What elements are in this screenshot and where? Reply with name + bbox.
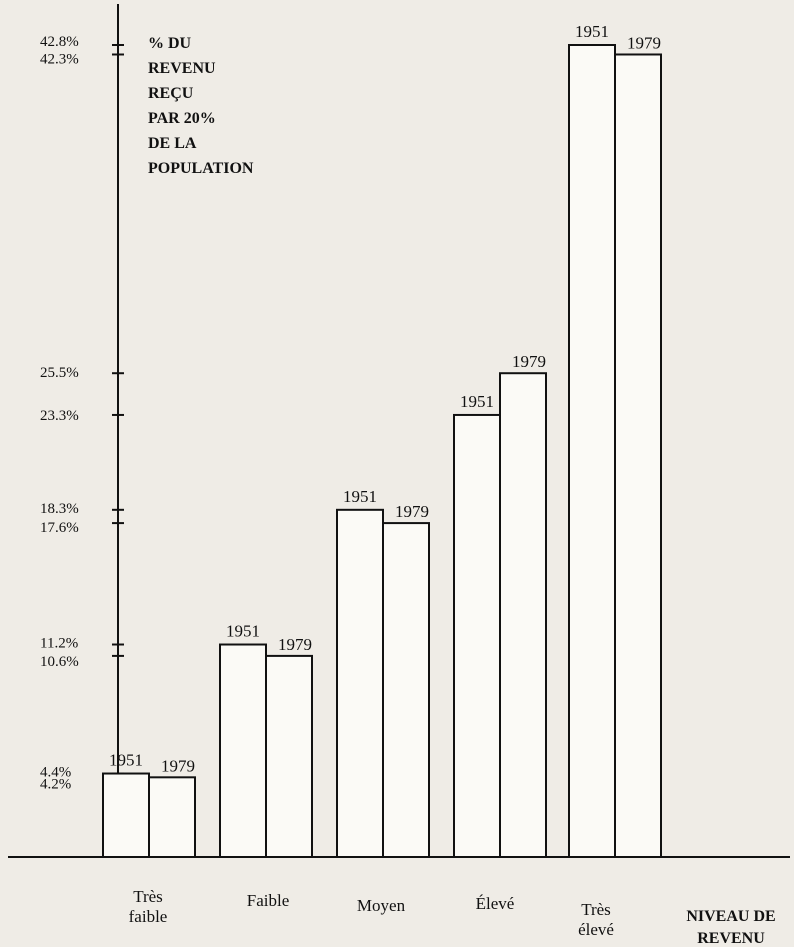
y-tick-label: 42.3%	[40, 51, 79, 67]
bar-year-labels: 1951 1951 1951 1951 1951 1979 1979 1979 1979 1979	[109, 22, 661, 775]
y-tick-label: 25.5%	[40, 365, 79, 381]
y-tick-label: 18.3%	[40, 501, 79, 517]
x-category-label-line: élevé	[578, 920, 614, 939]
x-category-label: Très faible	[129, 887, 168, 926]
y-axis-title-line: POPULATION	[148, 160, 254, 177]
bar-year-label: 1979	[395, 502, 429, 521]
y-tick-label: 42.8%	[40, 34, 79, 50]
x-category-label: Élevé	[476, 894, 515, 913]
y-tick-label: 17.6%	[40, 520, 79, 536]
y-axis-title-line: REÇU	[148, 85, 194, 102]
bar	[453, 413, 501, 858]
bar-year-label: 1951	[460, 392, 494, 411]
y-tick-label: 23.3%	[40, 408, 79, 424]
x-category-label: Moyen	[357, 896, 406, 915]
y-tick-label: 10.6%	[40, 654, 79, 670]
y-axis-title-line: DE LA	[148, 135, 197, 152]
x-axis-title-line: REVENU	[697, 930, 765, 947]
bar	[382, 522, 430, 858]
bar-year-label: 1979	[512, 352, 546, 371]
bar-year-label: 1951	[343, 487, 377, 506]
y-axis-title-line: REVENU	[148, 60, 216, 77]
x-category-label-line: Faible	[247, 891, 290, 910]
x-category-label: Faible	[247, 891, 290, 910]
bar	[219, 643, 267, 859]
y-tick-label: 11.2%	[40, 636, 78, 652]
bar	[568, 44, 616, 858]
x-category-label-line: Moyen	[357, 896, 406, 915]
x-category-label-line: Très	[133, 887, 163, 906]
bar	[336, 508, 384, 858]
bar	[499, 372, 547, 858]
bar-year-label: 1979	[627, 33, 661, 52]
x-axis-title: NIVEAU DE REVENU	[686, 908, 775, 947]
y-tick-label: 4.2%	[40, 776, 71, 792]
x-category-label-line: Élevé	[476, 894, 515, 913]
y-axis-title-line: PAR 20%	[148, 110, 216, 127]
bar-year-label: 1951	[109, 751, 143, 770]
x-category-label: Très élevé	[578, 900, 614, 939]
bars	[102, 44, 662, 859]
bar-year-label: 1951	[575, 22, 609, 41]
bar	[102, 772, 150, 859]
x-category-label-line: faible	[129, 907, 168, 926]
x-category-label-line: Très	[581, 900, 611, 919]
y-axis-title: % DU REVENU REÇU PAR 20% DE LA POPULATION	[148, 35, 254, 177]
bar-year-label: 1951	[226, 622, 260, 641]
bar	[148, 776, 196, 858]
bar-year-label: 1979	[278, 635, 312, 654]
x-axis-title-line: NIVEAU DE	[686, 908, 775, 925]
y-tick-label: 4.4%	[40, 765, 71, 781]
bar	[614, 53, 662, 859]
bar	[265, 654, 313, 859]
y-axis-title-line: % DU	[148, 35, 192, 52]
y-axis-ticks: 42.8%42.3% 25.5% 23.3% 18.3% 17.6% 11.2% 10.6%…	[40, 34, 124, 792]
bar-year-label: 1979	[161, 756, 195, 775]
